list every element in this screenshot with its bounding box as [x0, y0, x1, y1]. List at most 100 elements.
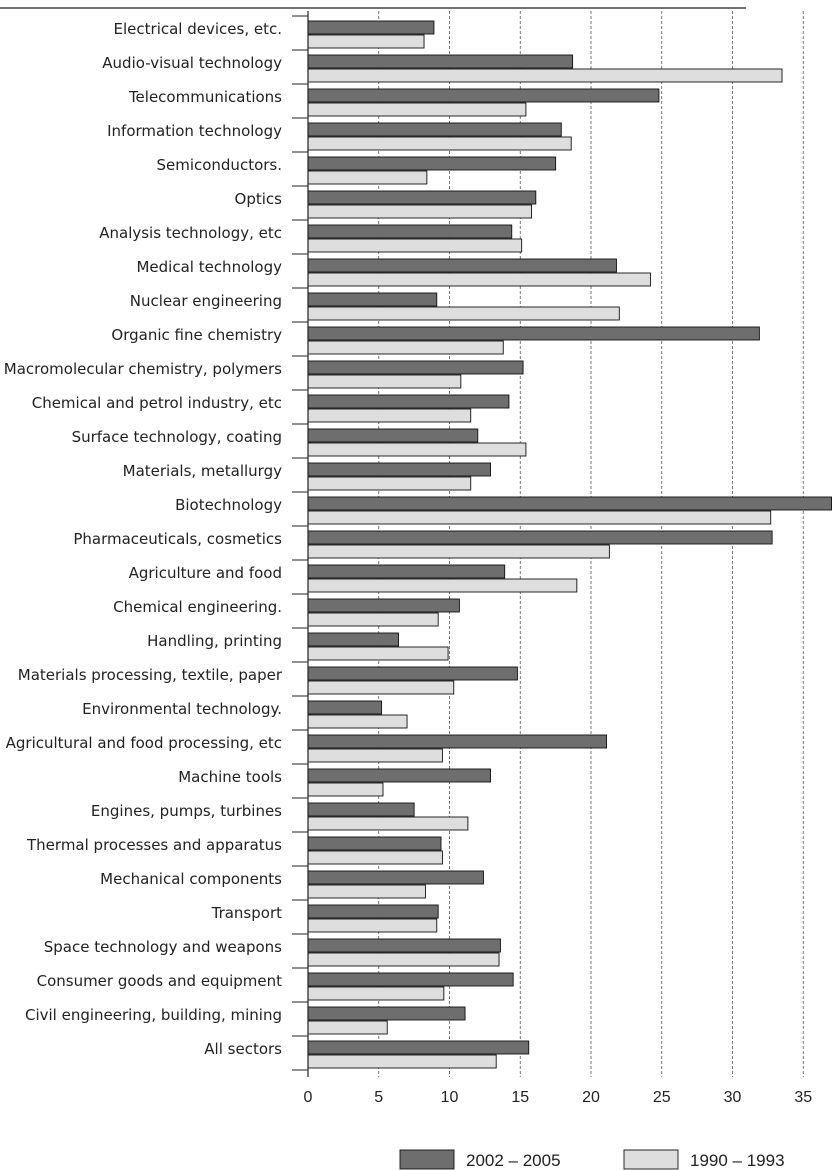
bar-2002-2005: [307, 632, 400, 647]
category-label: Machine tools: [178, 768, 282, 786]
bar-2002-2005: [307, 88, 660, 103]
axes: [292, 11, 309, 1077]
bar-1990-1993: [307, 408, 472, 423]
bar-2002-2005: [307, 20, 435, 35]
category-label: Mechanical components: [100, 870, 282, 888]
bar-1990-1993: [307, 374, 462, 389]
bar-2002-2005: [307, 54, 574, 69]
category-label: Handling, printing: [147, 632, 282, 650]
bar-2002-2005: [307, 768, 491, 783]
category-label: Nuclear engineering: [130, 292, 282, 310]
bar-2002-2005: [307, 1040, 530, 1055]
bar-2002-2005: [307, 156, 557, 171]
bar-1990-1993: [307, 816, 469, 831]
bar-1990-1993: [307, 340, 504, 355]
bar-2002-2005: [307, 598, 460, 613]
bar-1990-1993: [307, 204, 533, 219]
bar-2002-2005: [307, 836, 442, 851]
category-label: Agriculture and food: [129, 564, 282, 582]
category-label: Audio-visual technology: [102, 54, 282, 72]
bar-1990-1993: [307, 748, 443, 763]
category-label: Optics: [235, 190, 283, 208]
category-label: Consumer goods and equipment: [37, 972, 283, 990]
category-label: Space technology and weapons: [44, 938, 282, 956]
x-tick-label: 5: [374, 1089, 383, 1106]
bar-1990-1993: [307, 170, 428, 185]
bar-2002-2005: [307, 666, 518, 681]
x-tick-labels: 0 5 10 15 20 25 30 35: [304, 1089, 813, 1106]
x-tick-label: 30: [724, 1089, 742, 1106]
bar-2002-2005: [307, 258, 617, 273]
bar-1990-1993: [307, 34, 425, 49]
bar-2002-2005: [307, 326, 760, 341]
x-tick-label: 0: [304, 1089, 313, 1106]
legend-label-2002-2005: 2002 – 2005: [466, 1151, 561, 1170]
bar-2002-2005: [307, 394, 510, 409]
bar-2002-2005: [307, 938, 501, 953]
category-label: Environmental technology.: [82, 700, 282, 718]
category-label: Materials, metallurgy: [123, 462, 282, 480]
legend-label-1990-1993: 1990 – 1993: [690, 1151, 785, 1170]
category-label: Chemical and petrol industry, etc: [32, 394, 282, 412]
bar-2002-2005: [307, 496, 832, 511]
bar-2002-2005: [307, 734, 608, 749]
bar-1990-1993: [307, 136, 572, 151]
x-tick-label: 20: [582, 1089, 600, 1106]
category-label: Chemical engineering.: [113, 598, 282, 616]
category-label: Materials processing, textile, paper: [18, 666, 283, 684]
bar-1990-1993: [307, 714, 408, 729]
category-label: Agricultural and food processing, etc: [6, 734, 282, 752]
category-label: Telecommunications: [128, 88, 282, 106]
bars: [307, 20, 832, 1069]
bar-1990-1993: [307, 918, 438, 933]
bar-2002-2005: [307, 904, 439, 919]
bar-1990-1993: [307, 952, 500, 967]
category-label: Pharmaceuticals, cosmetics: [73, 530, 282, 548]
bar-1990-1993: [307, 102, 527, 117]
bar-2002-2005: [307, 292, 438, 307]
category-label: Analysis technology, etc: [99, 224, 282, 242]
bar-1990-1993: [307, 986, 445, 1001]
category-label: Electrical devices, etc.: [114, 20, 282, 38]
bar-2002-2005: [307, 190, 537, 205]
category-label: Surface technology, coating: [72, 428, 282, 446]
bar-1990-1993: [307, 238, 523, 253]
bar-2002-2005: [307, 802, 415, 817]
category-label: Civil engineering, building, mining: [25, 1006, 282, 1024]
category-label: Thermal processes and apparatus: [26, 836, 282, 854]
x-tick-label: 35: [794, 1089, 812, 1106]
bar-2002-2005: [307, 972, 514, 987]
bar-1990-1993: [307, 578, 578, 593]
x-tick-label: 15: [511, 1089, 529, 1106]
bar-1990-1993: [307, 510, 772, 525]
category-label: All sectors: [204, 1040, 282, 1058]
bar-2002-2005: [307, 1006, 466, 1021]
bar-1990-1993: [307, 544, 610, 559]
bar-2002-2005: [307, 360, 524, 375]
category-label: Medical technology: [136, 258, 282, 276]
bar-1990-1993: [307, 782, 384, 797]
x-tick-label: 25: [653, 1089, 671, 1106]
legend-swatch-1990-1993: [623, 1149, 679, 1170]
bar-1990-1993: [307, 612, 439, 627]
bar-1990-1993: [307, 442, 527, 457]
category-label: Information technology: [107, 122, 282, 140]
bar-2002-2005: [307, 462, 491, 477]
bar-1990-1993: [307, 850, 443, 865]
bar-1990-1993: [307, 306, 620, 321]
x-tick-label: 10: [441, 1089, 459, 1106]
bar-2002-2005: [307, 870, 484, 885]
bar-1990-1993: [307, 1054, 497, 1069]
bar-1990-1993: [307, 680, 455, 695]
bar-1990-1993: [307, 1020, 388, 1035]
legend-swatch-2002-2005: [399, 1149, 455, 1170]
category-labels: Electrical devices, etc. Audio-visual tec…: [4, 20, 283, 1058]
bar-2002-2005: [307, 224, 513, 239]
legend: 2002 – 2005 1990 – 1993: [399, 1149, 785, 1170]
category-label: Biotechnology: [175, 496, 282, 514]
bar-2002-2005: [307, 564, 506, 579]
bar-2002-2005: [307, 530, 773, 545]
bar-2002-2005: [307, 700, 383, 715]
category-label: Semiconductors.: [156, 156, 282, 174]
